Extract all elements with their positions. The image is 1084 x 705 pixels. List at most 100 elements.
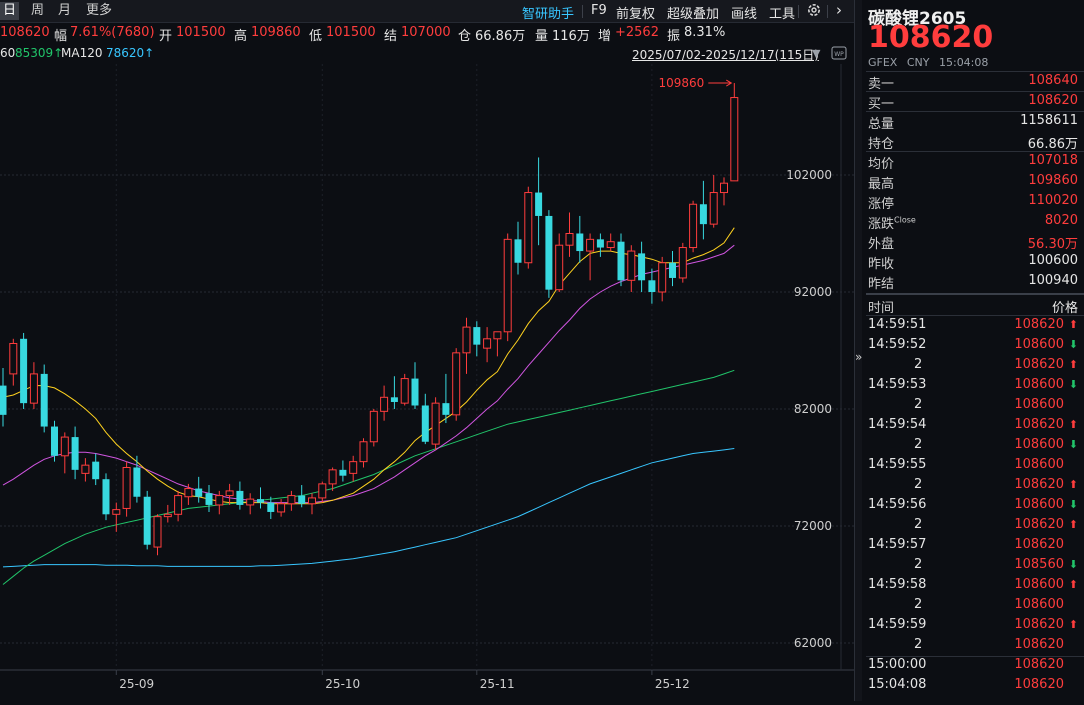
tick-row: 2 108620 ⬆ xyxy=(868,356,1078,376)
ticks-time-header: 时间 xyxy=(868,301,895,316)
sell1-row: 卖一 108640 xyxy=(868,72,1078,92)
tick-row: 14:59:58 108600 ⬆ xyxy=(868,576,1078,596)
change-label: 幅 xyxy=(54,29,68,44)
tick-price: 108620 xyxy=(1014,517,1064,532)
change-label: 涨跌Close xyxy=(868,213,916,232)
sell1-label: 卖一 xyxy=(868,77,895,92)
exchange-code: GFEX xyxy=(868,56,898,69)
tick-price: 108620 xyxy=(1014,357,1064,372)
collapse-arrow-icon[interactable]: » xyxy=(855,350,863,364)
candle-up xyxy=(184,488,193,498)
toolbar-separator xyxy=(798,5,799,18)
y-tick-label: 102000 xyxy=(786,168,832,182)
tick-price: 108560 xyxy=(1014,557,1064,572)
tick-price: 108600 xyxy=(1014,397,1064,412)
tick-price: 108600 xyxy=(1014,377,1064,392)
range-dropdown-icon[interactable]: ▼ xyxy=(812,47,821,60)
candle-down xyxy=(0,385,7,415)
sell1-value: 108640 xyxy=(1028,73,1078,88)
tick-time: 14:59:52 xyxy=(868,337,927,352)
ma120-label: MA120 xyxy=(61,46,103,60)
panel-divider-line xyxy=(866,71,1084,72)
tick-price: 108620 xyxy=(1014,617,1064,632)
ma60-label: 60 xyxy=(0,46,16,60)
tick-row: 2 108620 xyxy=(868,636,1078,656)
outer-row: 外盘 56.30万 xyxy=(868,232,1078,252)
candle-up xyxy=(452,352,461,416)
tick-time: 2 xyxy=(914,517,923,532)
candle-down xyxy=(133,467,141,497)
candle-down xyxy=(205,493,213,505)
candle-up xyxy=(153,516,162,548)
total-volume-label: 总量 xyxy=(868,117,895,132)
period-day-tab[interactable]: 日 xyxy=(0,2,20,20)
candle-up xyxy=(462,326,471,354)
high-value: 109860 xyxy=(251,25,301,40)
tick-price: 108600 xyxy=(1014,457,1064,472)
overlay-button[interactable]: 超级叠加 xyxy=(667,7,720,22)
panel-divider-line xyxy=(866,315,1084,316)
tick-price: 108620 xyxy=(1014,477,1064,492)
prev-settle-label: 昨结 xyxy=(868,277,895,292)
ma60-line xyxy=(2,369,735,585)
candle-up xyxy=(112,509,121,515)
date-range-label[interactable]: 2025/07/02-2025/12/17(115日) xyxy=(632,48,819,62)
avg-price-label: 均价 xyxy=(868,157,895,172)
change-row: 涨跌Close 8020 xyxy=(868,212,1078,232)
panel-divider[interactable]: » xyxy=(854,0,863,701)
max-marker-arrow xyxy=(726,79,733,87)
candle-up xyxy=(658,262,667,293)
candle-up xyxy=(9,342,18,375)
kline-svg[interactable]: 62000 72000 82000 92000 102000 25-09 25-10 25-… xyxy=(0,64,854,701)
candle-down xyxy=(617,241,625,281)
candle-down xyxy=(473,327,481,345)
period-more-tab[interactable]: 更多 xyxy=(86,3,113,18)
low-value: 101500 xyxy=(326,25,376,40)
panel-divider-line xyxy=(866,151,1084,152)
candle-up xyxy=(709,192,718,225)
adjust-button[interactable]: 前复权 xyxy=(616,7,656,22)
tick-row: 14:59:52 108600 ⬇ xyxy=(868,336,1078,356)
arrow-up-icon: ⬆ xyxy=(1068,478,1078,491)
wp-icon[interactable]: WP xyxy=(831,45,847,64)
tick-time: 14:59:53 xyxy=(868,377,927,392)
candle-up xyxy=(60,436,69,457)
ma10-line xyxy=(2,227,735,505)
research-assistant-button[interactable]: 智研助手 xyxy=(522,7,575,22)
candle-up xyxy=(720,182,728,194)
total-volume-value: 1158611 xyxy=(1020,113,1078,128)
ma60-value: 85309↑ xyxy=(15,46,64,60)
candle-up xyxy=(122,467,131,509)
panel-last-price: 108620 xyxy=(868,20,994,55)
candle-up xyxy=(81,464,90,474)
tick-price: 108620 xyxy=(1014,677,1064,692)
x-tick-label: 25-10 xyxy=(325,677,360,691)
chevron-right-icon[interactable]: › xyxy=(836,1,842,19)
settle-value: 107000 xyxy=(401,25,451,40)
panel-divider-line xyxy=(866,656,1084,657)
gear-icon[interactable] xyxy=(806,2,822,22)
tick-time: 14:59:56 xyxy=(868,497,927,512)
total-volume-row: 总量 1158611 xyxy=(868,112,1078,132)
arrow-up-icon: ⬆ xyxy=(1068,358,1078,371)
candle-up xyxy=(328,469,337,485)
arrow-up-icon: ⬆ xyxy=(1068,578,1078,591)
toolbar-separator xyxy=(827,5,828,18)
candle-up xyxy=(483,338,492,349)
tick-row: 14:59:51 108620 ⬆ xyxy=(868,316,1078,336)
tick-row: 2 108620 ⬆ xyxy=(868,476,1078,496)
f9-button[interactable]: F9 xyxy=(591,3,607,18)
tick-time: 2 xyxy=(914,437,923,452)
kline-chart[interactable]: 62000 72000 82000 92000 102000 25-09 25-10 25-… xyxy=(0,64,854,701)
period-month-tab[interactable]: 月 xyxy=(58,3,72,18)
draw-line-button[interactable]: 画线 xyxy=(731,7,758,22)
increase-value: +2562 xyxy=(615,25,659,40)
candle-up xyxy=(400,378,409,404)
tick-price: 108600 xyxy=(1014,577,1064,592)
candle-up xyxy=(318,483,327,499)
tools-button[interactable]: 工具 xyxy=(769,7,796,22)
candle-up xyxy=(678,247,687,279)
period-week-tab[interactable]: 周 xyxy=(31,3,45,18)
candle-up xyxy=(174,495,183,515)
candle-up xyxy=(689,203,698,249)
